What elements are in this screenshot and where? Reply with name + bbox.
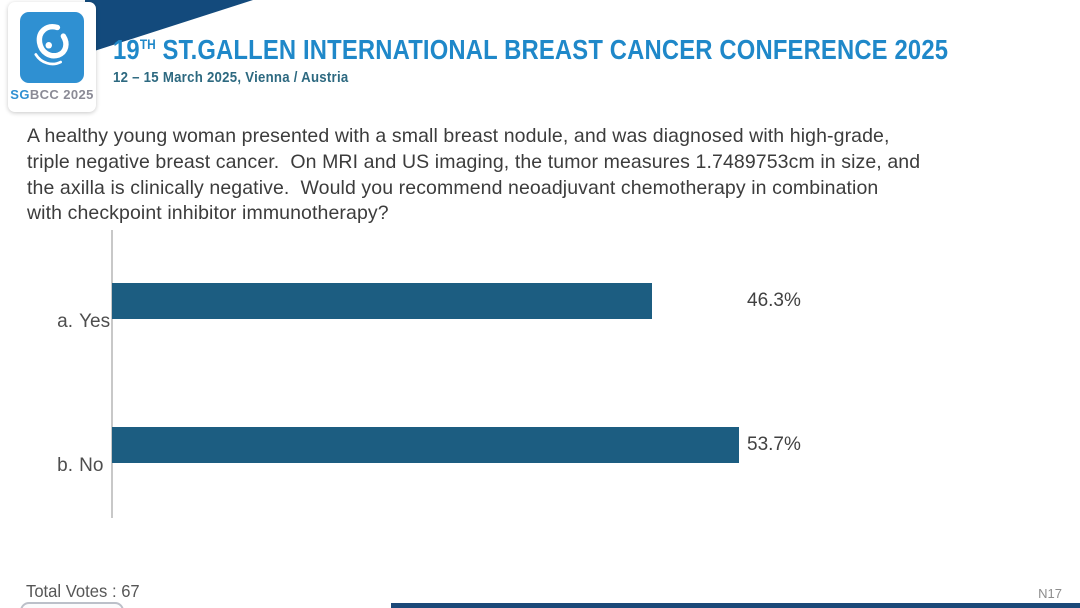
header-titles: 19TH ST.GALLEN INTERNATIONAL BREAST CANC… xyxy=(113,34,1080,86)
bottom-accent-bar xyxy=(391,603,1080,608)
option-text: Yes xyxy=(79,311,111,332)
question-line: A healthy young woman presented with a s… xyxy=(27,125,890,147)
logo-wordmark: SGBCC 2025 xyxy=(10,87,94,102)
value-label-yes: 46.3% xyxy=(747,290,801,311)
logo-wordmark-sg: SG xyxy=(10,87,30,102)
option-label-yes: a. Yes xyxy=(36,289,110,355)
conference-title: 19TH ST.GALLEN INTERNATIONAL BREAST CANC… xyxy=(113,34,948,66)
bar-no xyxy=(112,427,739,463)
option-prefix: a. xyxy=(57,311,73,332)
bottom-partial-button[interactable] xyxy=(20,602,124,608)
slide-number: N17 xyxy=(1038,586,1062,601)
option-label-no: b. No xyxy=(36,433,103,499)
bar-yes xyxy=(112,283,652,319)
total-votes-label: Total Votes : 67 xyxy=(26,581,140,601)
title-text: ST.GALLEN INTERNATIONAL BREAST CANCER CO… xyxy=(155,34,949,65)
conference-logo: SGBCC 2025 xyxy=(8,2,96,112)
question-line: triple negative breast cancer. On MRI an… xyxy=(27,150,921,173)
question-text: A healthy young woman presented with a s… xyxy=(27,124,1027,227)
question-line: the axilla is clinically negative. Would… xyxy=(27,176,879,199)
logo-wordmark-rest: BCC 2025 xyxy=(29,87,94,102)
value-label-no: 53.7% xyxy=(747,434,801,455)
breast-logo-icon xyxy=(34,23,69,65)
logo-square xyxy=(20,12,84,83)
chart-axis-line xyxy=(111,230,113,518)
title-ordinal: TH xyxy=(139,36,156,52)
option-text: No xyxy=(79,455,104,476)
title-number: 19 xyxy=(113,34,140,65)
conference-subtitle: 12 – 15 March 2025, Vienna / Austria xyxy=(113,69,349,86)
option-prefix: b. xyxy=(57,455,73,476)
question-line: with checkpoint inhibitor immunotherapy? xyxy=(27,202,389,225)
